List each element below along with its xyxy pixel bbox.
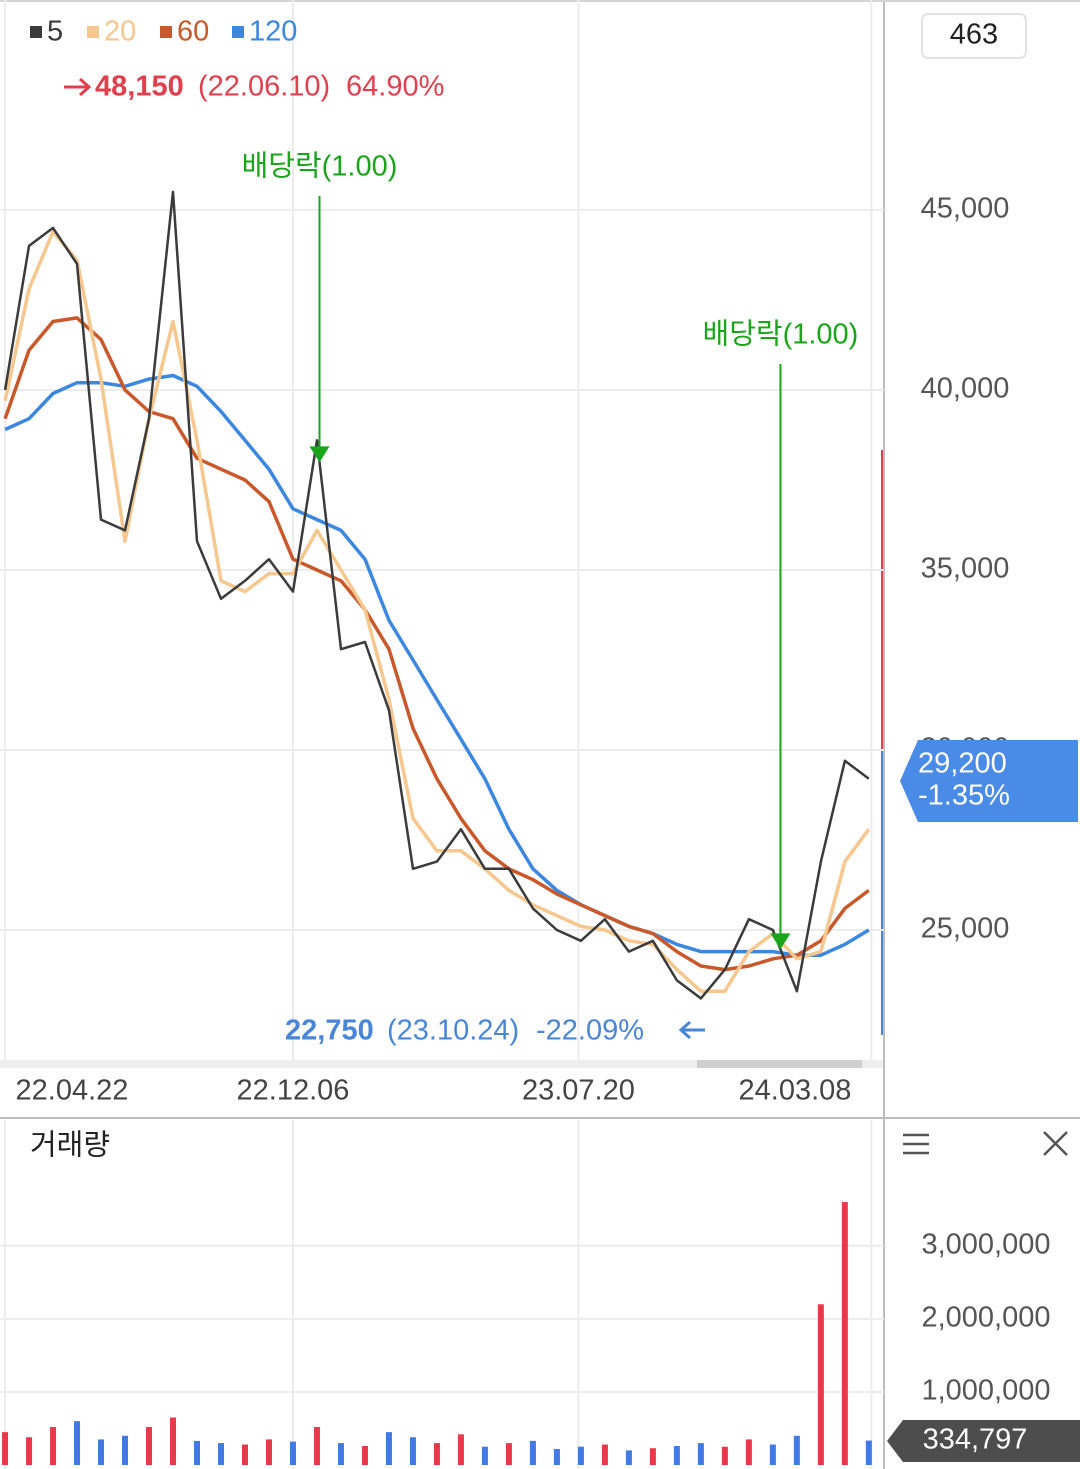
volume-bar bbox=[122, 1435, 129, 1465]
volume-bar bbox=[649, 1448, 656, 1465]
legend-swatch bbox=[232, 26, 244, 38]
low-arrow bbox=[678, 1020, 705, 1040]
y-tick-label: 3,000,000 bbox=[921, 1229, 1050, 1261]
volume-current-label: 334,797 bbox=[923, 1424, 1028, 1456]
legend-label: 20 bbox=[104, 16, 136, 48]
high-change: 64.90% bbox=[346, 71, 444, 103]
close-icon[interactable] bbox=[1043, 1131, 1068, 1156]
volume-bar bbox=[769, 1444, 776, 1465]
volume-bar bbox=[817, 1304, 824, 1465]
volume-bar bbox=[98, 1439, 105, 1465]
volume-bar bbox=[457, 1434, 464, 1465]
volume-bar bbox=[385, 1432, 392, 1465]
volume-bar bbox=[673, 1446, 680, 1465]
volume-bar bbox=[865, 1440, 872, 1465]
x-tick-label: 23.07.20 bbox=[522, 1075, 635, 1107]
volume-bar bbox=[553, 1448, 560, 1465]
volume-bar bbox=[433, 1443, 440, 1465]
volume-bar bbox=[313, 1427, 320, 1465]
x-tick-label: 22.04.22 bbox=[16, 1075, 129, 1107]
legend-swatch bbox=[87, 26, 99, 38]
scroll-track bbox=[0, 1060, 884, 1068]
volume-bar bbox=[218, 1443, 224, 1465]
event-label: 배당락(1.00) bbox=[703, 319, 859, 351]
low-value: 22,750 bbox=[285, 1015, 374, 1047]
x-tick-label: 24.03.08 bbox=[739, 1075, 852, 1107]
volume-bar bbox=[74, 1421, 81, 1465]
volume-bar bbox=[2, 1432, 9, 1465]
y-tick-label: 45,000 bbox=[921, 193, 1010, 225]
low-change: -22.09% bbox=[536, 1015, 644, 1047]
legend-swatch bbox=[160, 26, 172, 38]
volume-bar bbox=[26, 1437, 33, 1465]
volume-bar bbox=[529, 1440, 536, 1465]
high-date: (22.06.10) bbox=[198, 71, 330, 103]
y-tick-label: 40,000 bbox=[921, 373, 1010, 405]
volume-bar bbox=[241, 1444, 248, 1465]
volume-title: 거래량 bbox=[30, 1130, 110, 1162]
volume-bar bbox=[289, 1441, 296, 1465]
current-price-box bbox=[900, 740, 1078, 822]
y-tick-label: 1,000,000 bbox=[921, 1375, 1050, 1407]
volume-bar bbox=[793, 1435, 800, 1465]
volume-bar bbox=[697, 1443, 704, 1465]
volume-bar bbox=[505, 1443, 512, 1465]
low-date: (23.10.24) bbox=[387, 1015, 519, 1047]
y-tick-label: 35,000 bbox=[921, 553, 1010, 585]
event-marker bbox=[770, 933, 791, 950]
event-marker bbox=[309, 446, 330, 463]
menu-icon[interactable] bbox=[903, 1133, 929, 1155]
event-label: 배당락(1.00) bbox=[242, 151, 398, 183]
volume-bar bbox=[409, 1437, 416, 1465]
volume-bar bbox=[601, 1444, 608, 1465]
scroll-thumb[interactable] bbox=[697, 1060, 862, 1068]
volume-bar bbox=[337, 1443, 344, 1465]
count-box[interactable] bbox=[921, 13, 1027, 59]
high-arrow bbox=[64, 77, 92, 97]
volume-bar bbox=[265, 1439, 272, 1465]
legend-swatch bbox=[30, 26, 42, 38]
volume-bar bbox=[361, 1446, 368, 1465]
legend-label: 60 bbox=[177, 16, 209, 48]
x-tick-label: 22.12.06 bbox=[237, 1075, 350, 1107]
volume-bar bbox=[146, 1427, 153, 1465]
high-value: 48,150 bbox=[95, 71, 184, 103]
volume-bar bbox=[577, 1446, 584, 1465]
volume-bar bbox=[170, 1417, 177, 1465]
volume-bar bbox=[481, 1446, 488, 1465]
current-price: 29,200 bbox=[918, 748, 1007, 780]
volume-bar bbox=[721, 1446, 728, 1465]
legend-label: 5 bbox=[47, 16, 63, 48]
ma-line bbox=[4, 373, 870, 957]
volume-current-box bbox=[887, 1420, 1080, 1462]
volume-bar bbox=[50, 1427, 57, 1465]
current-change: -1.35% bbox=[918, 780, 1010, 812]
y-tick-label: 2,000,000 bbox=[921, 1302, 1050, 1334]
ma-line bbox=[3, 190, 870, 1000]
volume-bar bbox=[841, 1202, 848, 1465]
volume-bar bbox=[194, 1440, 201, 1465]
count-label: 463 bbox=[950, 19, 998, 51]
volume-bar bbox=[625, 1450, 632, 1465]
y-tick-label: 25,000 bbox=[921, 913, 1010, 945]
legend-label: 120 bbox=[249, 16, 297, 48]
volume-bar bbox=[745, 1439, 752, 1465]
